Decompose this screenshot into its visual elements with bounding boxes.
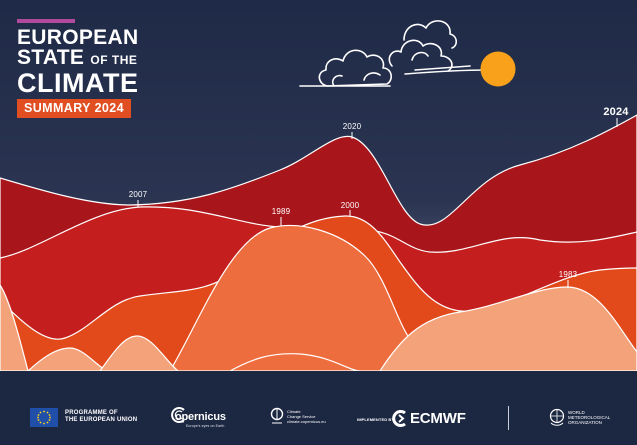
- year-label-1989: 1989: [271, 207, 291, 216]
- eu-flag-icon: [30, 408, 58, 427]
- title-line-3: CLIMATE: [17, 68, 139, 98]
- c3s-text: Climate Change Service climate.copernicu…: [287, 409, 326, 424]
- wmo-text: WORLD METEOROLOGICAL ORGANIZATION: [568, 410, 610, 425]
- sun-icon: [480, 51, 516, 87]
- year-label-1983: 1983: [558, 270, 578, 279]
- year-label-2007: 2007: [128, 190, 148, 199]
- ecmwf-icon: [392, 410, 406, 427]
- implemented-by-label: IMPLEMENTED BY: [357, 417, 395, 422]
- wmo-line-2: METEOROLOGICAL: [568, 415, 611, 420]
- title-line-2: STATE OF THE: [17, 46, 138, 70]
- layer-peach-hill: [98, 335, 180, 372]
- copernicus-name: opernicus: [175, 411, 226, 423]
- year-label-2000: 2000: [340, 201, 360, 210]
- title-line-2-of-the: OF THE: [90, 53, 138, 67]
- title-line-1: EUROPEAN: [17, 26, 139, 49]
- title-line-2-state: STATE: [17, 46, 85, 69]
- footer-divider: [508, 406, 509, 430]
- c3s-line-3: climate.copernicus.eu: [287, 419, 326, 424]
- cloud-icon: [299, 20, 489, 87]
- eu-line-1: PROGRAMME OF: [65, 410, 118, 416]
- eu-line-2: THE EUROPEAN UNION: [65, 417, 138, 423]
- eu-programme-text: PROGRAMME OF THE EUROPEAN UNION: [65, 410, 137, 424]
- copernicus-icon: [171, 407, 185, 423]
- c3s-line-1: Climate: [287, 409, 301, 414]
- ecmwf-name: ECMWF: [410, 410, 466, 427]
- layer-peach-right: [378, 286, 637, 372]
- footer-band: [0, 371, 637, 445]
- year-label-2024: 2024: [603, 106, 629, 118]
- summary-badge: SUMMARY 2024: [17, 99, 131, 118]
- wmo-line-1: WORLD: [568, 410, 585, 415]
- copernicus-tagline: Europe's eyes on Earth: [186, 424, 225, 428]
- layer-peach-low: [229, 353, 361, 372]
- wmo-line-3: ORGANIZATION: [568, 420, 602, 425]
- cover-title: EUROPEAN STATE OF THE CLIMATE: [17, 26, 139, 98]
- c3s-line-2: Change Service: [287, 414, 316, 419]
- year-label-2020: 2020: [342, 122, 362, 131]
- c3s-icon: [270, 407, 284, 424]
- title-accent-bar: [17, 19, 75, 23]
- year-ticks: [137, 118, 618, 288]
- wmo-icon: [549, 408, 565, 426]
